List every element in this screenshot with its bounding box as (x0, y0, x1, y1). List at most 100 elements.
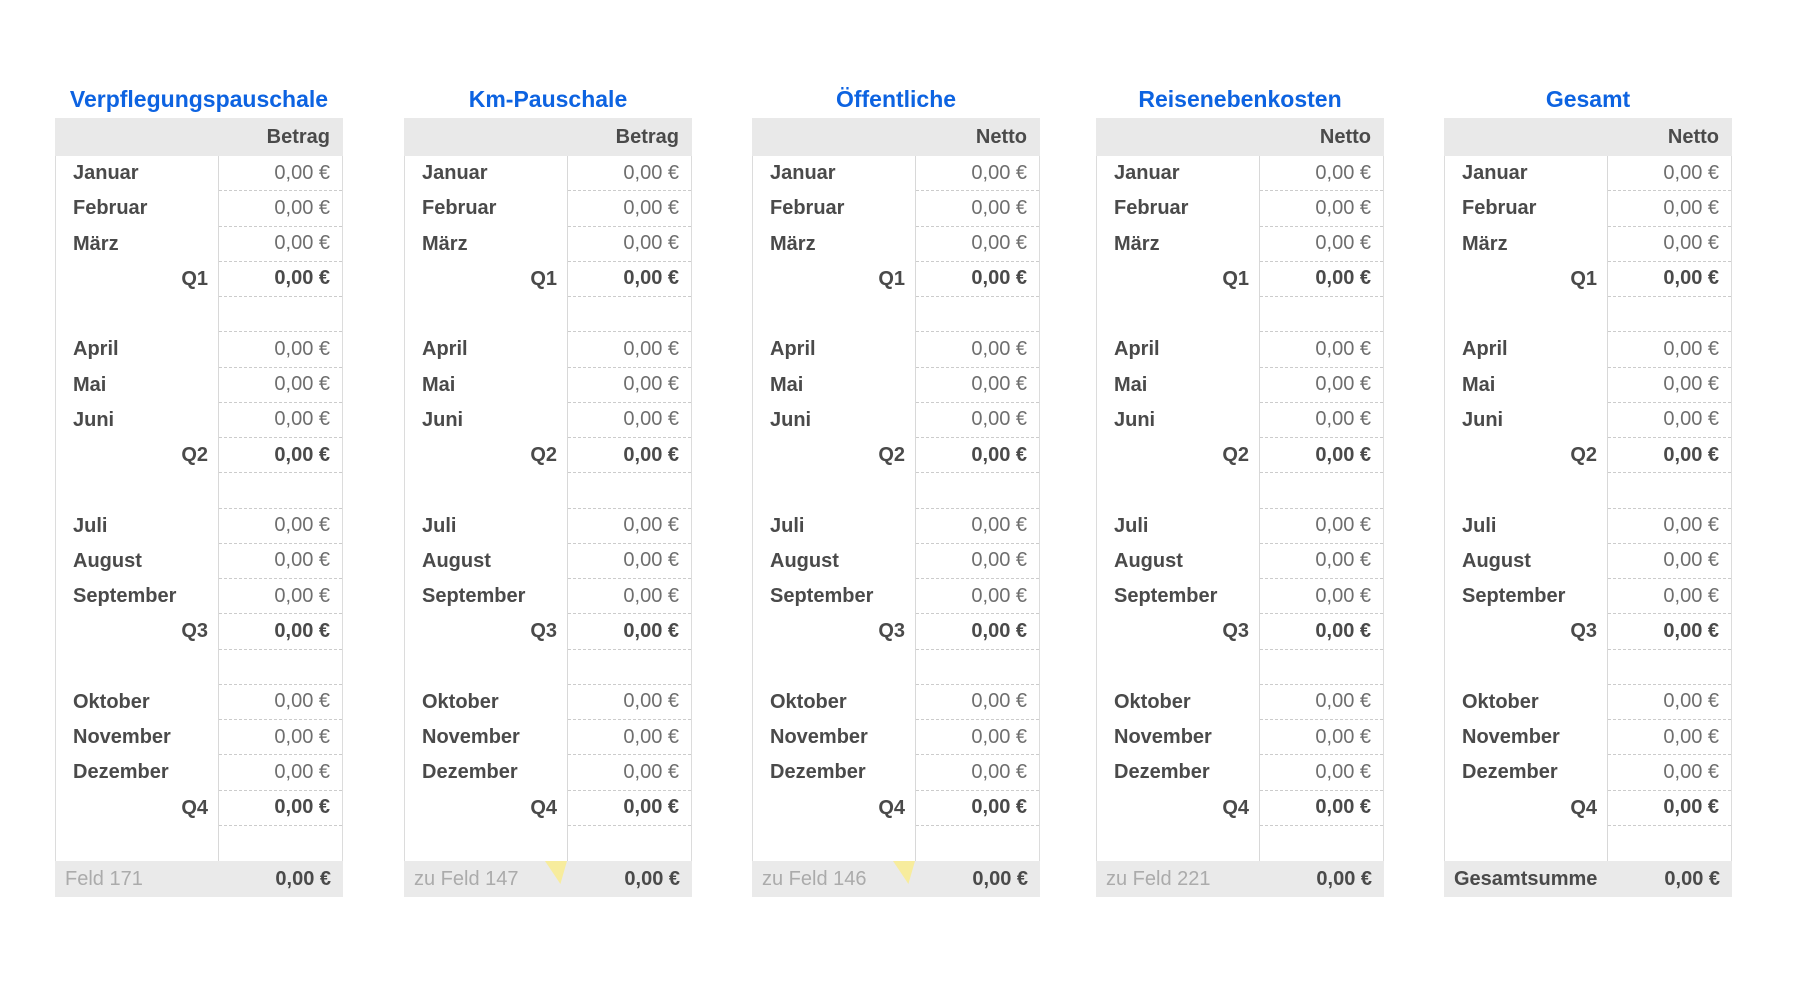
amount-cell[interactable]: 0,00 € (1608, 403, 1731, 438)
amount-cell[interactable]: 0,00 € (916, 438, 1039, 474)
amount-cell[interactable]: 0,00 € (916, 614, 1039, 650)
amount-cell[interactable]: 0,00 € (916, 368, 1039, 403)
expense-table: Verpflegungspauschale Betrag Januar 0,00 € F… (55, 84, 343, 897)
amount-cell[interactable]: 0,00 € (568, 544, 691, 579)
month-label-cell: Februar (1445, 191, 1608, 227)
amount-cell[interactable]: 0,00 € (568, 403, 691, 438)
amount-cell[interactable]: 0,00 € (1260, 191, 1383, 227)
table-row: November 0,00 € (1097, 720, 1383, 756)
spacer-row (56, 825, 342, 861)
month-label-cell: April (405, 332, 568, 368)
footer-total-cell[interactable]: 0,00 € (1316, 867, 1372, 890)
amount-cell[interactable]: 0,00 € (568, 579, 691, 615)
amount-cell[interactable]: 0,00 € (916, 720, 1039, 756)
amount-cell[interactable]: 0,00 € (568, 191, 691, 227)
amount-cell[interactable]: 0,00 € (1260, 156, 1383, 192)
amount-cell[interactable]: 0,00 € (1608, 191, 1731, 227)
month-label-cell: Juli (753, 508, 916, 544)
amount-cell[interactable]: 0,00 € (1608, 509, 1731, 544)
month-label-cell: Oktober (405, 684, 568, 720)
spacer-label-cell (753, 473, 916, 509)
amount-cell[interactable]: 0,00 € (568, 614, 691, 650)
amount-cell[interactable]: 0,00 € (1260, 614, 1383, 650)
amount-cell[interactable]: 0,00 € (1608, 156, 1731, 192)
amount-cell[interactable]: 0,00 € (1608, 685, 1731, 720)
table-row: Q3 0,00 € (753, 614, 1039, 650)
footer-total-cell[interactable]: 0,00 € (275, 867, 331, 890)
amount-cell[interactable]: 0,00 € (1260, 755, 1383, 791)
amount-cell[interactable]: 0,00 € (568, 791, 691, 826)
amount-cell[interactable]: 0,00 € (219, 685, 342, 720)
amount-cell[interactable]: 0,00 € (568, 509, 691, 544)
amount-cell[interactable]: 0,00 € (219, 720, 342, 756)
amount-cell[interactable]: 0,00 € (1608, 438, 1731, 474)
amount-cell[interactable]: 0,00 € (1260, 791, 1383, 826)
amount-cell[interactable]: 0,00 € (916, 544, 1039, 579)
amount-cell[interactable]: 0,00 € (219, 262, 342, 297)
amount-cell[interactable]: 0,00 € (1608, 544, 1731, 579)
amount-cell[interactable]: 0,00 € (219, 438, 342, 474)
spacer-row (1097, 297, 1383, 333)
amount-cell[interactable]: 0,00 € (1608, 614, 1731, 650)
table-row: April 0,00 € (753, 332, 1039, 368)
amount-cell[interactable]: 0,00 € (1260, 579, 1383, 615)
amount-cell[interactable]: 0,00 € (1260, 368, 1383, 403)
amount-cell[interactable]: 0,00 € (568, 262, 691, 297)
amount-cell[interactable]: 0,00 € (1260, 262, 1383, 297)
amount-cell[interactable]: 0,00 € (1608, 227, 1731, 262)
amount-cell[interactable]: 0,00 € (219, 368, 342, 403)
amount-cell[interactable]: 0,00 € (916, 755, 1039, 791)
amount-cell[interactable]: 0,00 € (219, 227, 342, 262)
amount-cell[interactable]: 0,00 € (1608, 368, 1731, 403)
amount-cell[interactable]: 0,00 € (568, 438, 691, 474)
amount-cell[interactable]: 0,00 € (219, 544, 342, 579)
amount-cell[interactable]: 0,00 € (219, 791, 342, 826)
table-row: Q3 0,00 € (405, 614, 691, 650)
table-row: August 0,00 € (753, 543, 1039, 579)
amount-cell[interactable]: 0,00 € (219, 509, 342, 544)
amount-cell[interactable]: 0,00 € (916, 227, 1039, 262)
month-label-cell: August (1097, 543, 1260, 579)
amount-cell[interactable]: 0,00 € (1260, 438, 1383, 474)
amount-cell[interactable]: 0,00 € (1260, 509, 1383, 544)
amount-cell[interactable]: 0,00 € (1608, 332, 1731, 368)
amount-cell[interactable]: 0,00 € (219, 614, 342, 650)
amount-cell[interactable]: 0,00 € (219, 755, 342, 791)
amount-cell[interactable]: 0,00 € (916, 791, 1039, 826)
amount-cell[interactable]: 0,00 € (1260, 332, 1383, 368)
amount-cell[interactable]: 0,00 € (916, 262, 1039, 297)
amount-cell[interactable]: 0,00 € (916, 191, 1039, 227)
amount-cell[interactable]: 0,00 € (219, 403, 342, 438)
amount-cell[interactable]: 0,00 € (1260, 544, 1383, 579)
amount-cell[interactable]: 0,00 € (219, 156, 342, 192)
amount-column-header: Netto (1667, 125, 1719, 148)
amount-cell[interactable]: 0,00 € (568, 227, 691, 262)
amount-cell[interactable]: 0,00 € (916, 685, 1039, 720)
amount-cell[interactable]: 0,00 € (916, 579, 1039, 615)
amount-cell[interactable]: 0,00 € (568, 685, 691, 720)
footer-total-cell[interactable]: 0,00 € (972, 867, 1028, 890)
amount-cell[interactable]: 0,00 € (1608, 791, 1731, 826)
footer-total-cell[interactable]: 0,00 € (624, 867, 680, 890)
amount-cell[interactable]: 0,00 € (916, 509, 1039, 544)
amount-cell[interactable]: 0,00 € (219, 191, 342, 227)
amount-cell[interactable]: 0,00 € (916, 332, 1039, 368)
amount-cell[interactable]: 0,00 € (1260, 403, 1383, 438)
amount-cell[interactable]: 0,00 € (568, 368, 691, 403)
amount-cell[interactable]: 0,00 € (568, 755, 691, 791)
amount-cell[interactable]: 0,00 € (1260, 685, 1383, 720)
amount-cell[interactable]: 0,00 € (568, 156, 691, 192)
amount-cell[interactable]: 0,00 € (916, 156, 1039, 192)
amount-cell[interactable]: 0,00 € (1608, 755, 1731, 791)
amount-cell[interactable]: 0,00 € (568, 332, 691, 368)
amount-cell[interactable]: 0,00 € (1260, 227, 1383, 262)
amount-cell[interactable]: 0,00 € (1608, 262, 1731, 297)
amount-cell[interactable]: 0,00 € (219, 579, 342, 615)
amount-cell[interactable]: 0,00 € (219, 332, 342, 368)
amount-cell[interactable]: 0,00 € (1260, 720, 1383, 756)
amount-cell[interactable]: 0,00 € (1608, 720, 1731, 756)
amount-cell[interactable]: 0,00 € (568, 720, 691, 756)
amount-cell[interactable]: 0,00 € (916, 403, 1039, 438)
footer-total-cell[interactable]: 0,00 € (1664, 867, 1720, 890)
amount-cell[interactable]: 0,00 € (1608, 579, 1731, 615)
